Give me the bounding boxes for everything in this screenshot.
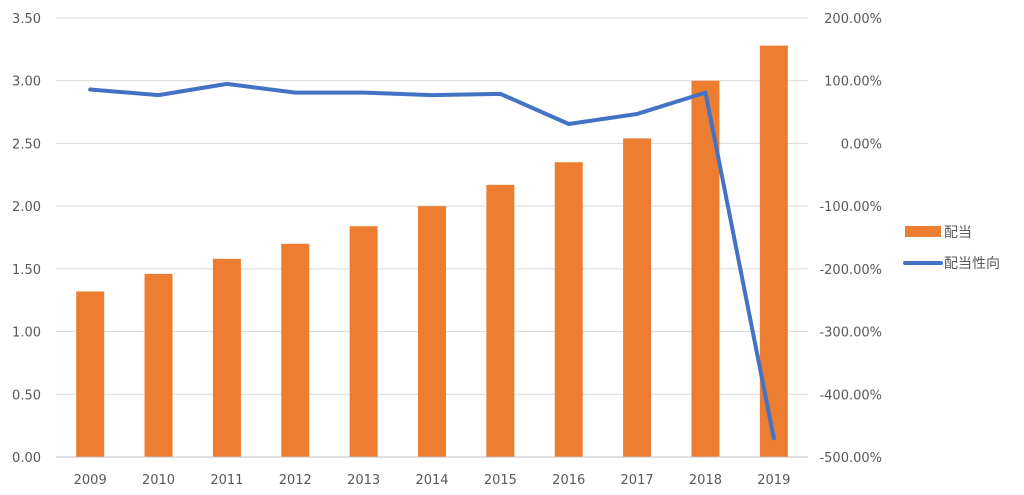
left-tick-label: 0.50 bbox=[12, 388, 41, 403]
left-tick-label: 3.50 bbox=[12, 12, 41, 27]
left-axis-ticks: 0.00 0.50 1.00 1.50 2.00 2.50 3.00 3.50 bbox=[12, 12, 41, 466]
bar-2012 bbox=[281, 243, 310, 457]
bar-2016 bbox=[554, 162, 583, 457]
left-tick-label: 1.00 bbox=[12, 326, 41, 341]
right-tick-label: 0.00% bbox=[841, 137, 882, 152]
x-tick-label: 2014 bbox=[415, 473, 448, 488]
x-tick-label: 2010 bbox=[142, 473, 175, 488]
left-tick-label: 1.50 bbox=[12, 263, 41, 278]
x-tick-label: 2015 bbox=[484, 473, 517, 488]
bar-2011 bbox=[212, 258, 241, 457]
x-axis-ticks: 2009 2010 2011 2012 2013 2014 2015 2016 2017 2018… bbox=[74, 473, 791, 488]
legend-swatch-bar bbox=[905, 226, 941, 237]
right-tick-label: 100.00% bbox=[824, 75, 882, 90]
legend-label-line: 配当性向 bbox=[944, 256, 1000, 272]
bar-series bbox=[76, 45, 788, 457]
right-tick-label: -200.00% bbox=[819, 263, 882, 278]
left-tick-label: 0.00 bbox=[12, 451, 41, 466]
bar-2009 bbox=[76, 291, 105, 457]
left-tick-label: 2.50 bbox=[12, 137, 41, 152]
bar-2010 bbox=[144, 273, 173, 457]
right-tick-label: -100.00% bbox=[819, 200, 882, 215]
x-tick-label: 2019 bbox=[757, 473, 790, 488]
x-tick-label: 2009 bbox=[74, 473, 107, 488]
left-tick-label: 2.00 bbox=[12, 200, 41, 215]
legend: 配当 配当性向 bbox=[903, 225, 1000, 272]
bar-2015 bbox=[486, 184, 515, 457]
x-tick-label: 2013 bbox=[347, 473, 380, 488]
x-tick-label: 2016 bbox=[552, 473, 585, 488]
x-tick-label: 2018 bbox=[689, 473, 722, 488]
right-tick-label: -400.00% bbox=[819, 388, 882, 403]
line-series bbox=[88, 81, 776, 441]
right-tick-label: -300.00% bbox=[819, 326, 882, 341]
right-tick-label: -500.00% bbox=[819, 451, 882, 466]
right-axis-ticks: -500.00% -400.00% -300.00% -200.00% -100.00%… bbox=[819, 12, 882, 466]
bar-2013 bbox=[349, 226, 378, 457]
left-tick-label: 3.00 bbox=[12, 75, 41, 90]
legend-label-bar: 配当 bbox=[944, 225, 972, 241]
x-tick-label: 2011 bbox=[210, 473, 243, 488]
right-tick-label: 200.00% bbox=[824, 12, 882, 27]
bar-2014 bbox=[418, 206, 446, 457]
x-tick-label: 2017 bbox=[621, 473, 654, 488]
bar-2017 bbox=[623, 138, 652, 457]
x-tick-label: 2012 bbox=[279, 473, 312, 488]
